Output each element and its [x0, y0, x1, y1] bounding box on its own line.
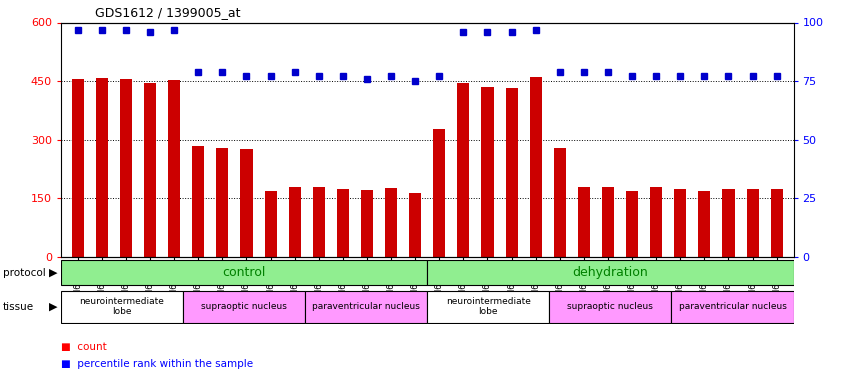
Bar [265, 191, 277, 257]
Bar [481, 87, 493, 257]
Bar [240, 150, 252, 257]
Bar [72, 79, 84, 257]
Bar [361, 190, 373, 257]
Bar [61, 291, 183, 322]
Bar [458, 83, 470, 257]
Bar [305, 291, 427, 322]
Bar [506, 88, 518, 257]
Bar [674, 189, 686, 257]
Bar [337, 189, 349, 257]
Text: dehydration: dehydration [573, 266, 648, 279]
Text: supraoptic nucleus: supraoptic nucleus [201, 302, 287, 311]
Bar [626, 191, 638, 257]
Text: supraoptic nucleus: supraoptic nucleus [568, 302, 653, 311]
Bar [217, 147, 228, 257]
Text: tissue: tissue [3, 302, 34, 312]
Text: paraventricular nucleus: paraventricular nucleus [678, 302, 787, 311]
Bar [96, 78, 108, 257]
Bar [578, 188, 590, 257]
Bar [409, 193, 421, 257]
Bar [192, 146, 204, 257]
Bar [120, 79, 132, 257]
Bar [530, 77, 541, 257]
Bar [144, 83, 157, 257]
Bar [288, 188, 300, 257]
Bar [313, 188, 325, 257]
Text: paraventricular nucleus: paraventricular nucleus [312, 302, 420, 311]
Text: ■  percentile rank within the sample: ■ percentile rank within the sample [61, 359, 253, 369]
Bar [61, 260, 427, 285]
Bar [651, 188, 662, 257]
Text: ▶: ▶ [49, 302, 58, 312]
Bar [722, 189, 734, 257]
Text: control: control [222, 266, 266, 279]
Text: neurointermediate
lobe: neurointermediate lobe [80, 297, 164, 316]
Text: neurointermediate
lobe: neurointermediate lobe [446, 297, 530, 316]
Bar [427, 291, 549, 322]
Text: GDS1612 / 1399005_at: GDS1612 / 1399005_at [95, 6, 240, 19]
Bar [549, 291, 672, 322]
Bar [433, 129, 445, 257]
Bar [168, 80, 180, 257]
Bar [385, 188, 397, 257]
Text: ■  count: ■ count [61, 342, 107, 352]
Bar [183, 291, 305, 322]
Bar [554, 147, 566, 257]
Text: protocol: protocol [3, 268, 46, 278]
Bar [771, 189, 783, 257]
Bar [427, 260, 794, 285]
Bar [746, 189, 759, 257]
Text: ▶: ▶ [49, 268, 58, 278]
Bar [672, 291, 794, 322]
Bar [698, 191, 711, 257]
Bar [602, 188, 614, 257]
